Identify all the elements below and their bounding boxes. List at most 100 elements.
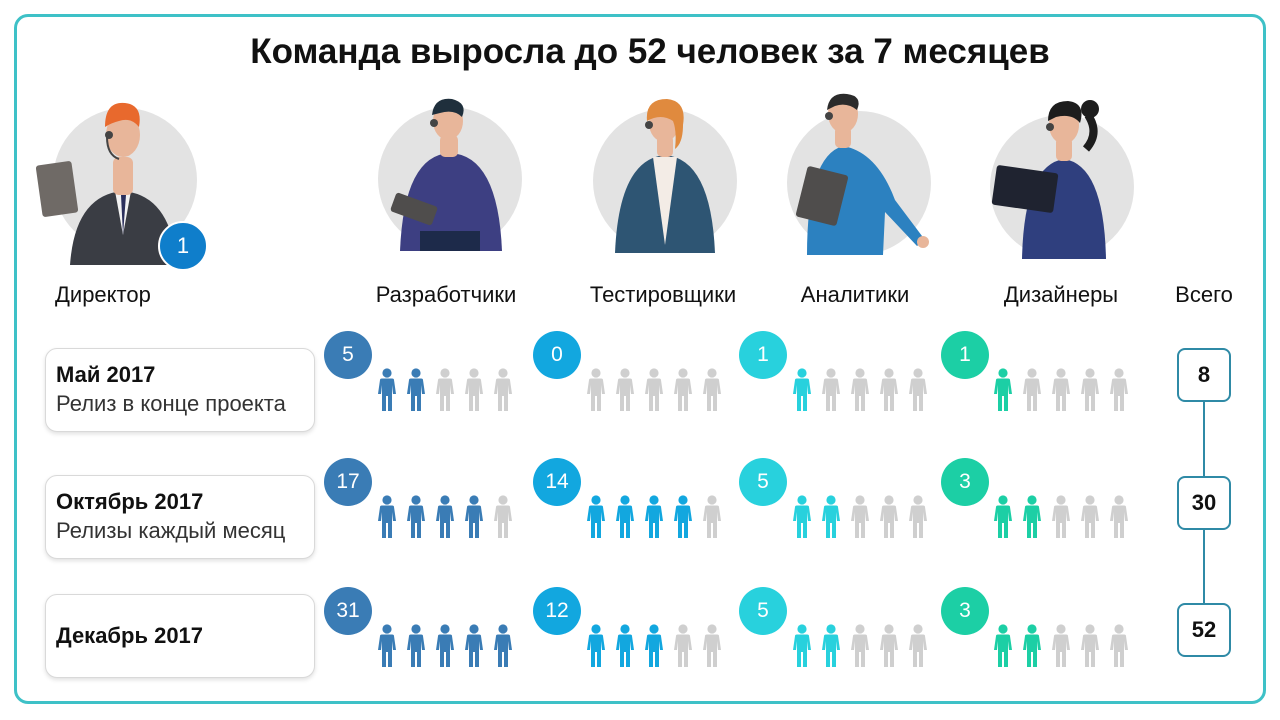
total-box: 52: [1177, 603, 1231, 657]
person-icon: [850, 368, 870, 412]
people-pictogram-designers: [993, 368, 1129, 412]
period-description: Релиз в конце проекта: [56, 391, 286, 416]
person-icon: [993, 368, 1013, 412]
people-pictogram-testers: [586, 624, 722, 668]
person-icon: [493, 495, 513, 539]
people-pictogram-analysts: [792, 495, 928, 539]
role-label-testers: Тестировщики: [589, 282, 737, 307]
people-pictogram-developers: [377, 495, 513, 539]
person-icon: [1051, 624, 1071, 668]
person-icon: [615, 624, 635, 668]
person-icon: [908, 624, 928, 668]
director-avatar-icon: [35, 95, 205, 265]
developer-avatar-icon: [370, 95, 530, 265]
person-icon: [908, 495, 928, 539]
person-icon: [1080, 368, 1100, 412]
person-icon: [792, 624, 812, 668]
role-label-developers: Разработчики: [375, 282, 517, 307]
person-icon: [464, 368, 484, 412]
people-pictogram-developers: [377, 368, 513, 412]
person-icon: [586, 495, 606, 539]
person-icon: [1051, 495, 1071, 539]
person-icon: [644, 624, 664, 668]
count-badge-analysts: 5: [739, 458, 787, 506]
count-badge-designers: 3: [941, 458, 989, 506]
count-badge-analysts: 5: [739, 587, 787, 635]
person-icon: [821, 495, 841, 539]
person-icon: [615, 368, 635, 412]
person-icon: [1109, 368, 1129, 412]
person-icon: [464, 624, 484, 668]
person-icon: [702, 368, 722, 412]
count-badge-developers: 5: [324, 331, 372, 379]
person-icon: [493, 368, 513, 412]
person-icon: [879, 495, 899, 539]
count-badge-developers: 17: [324, 458, 372, 506]
director-label: Директор: [55, 282, 151, 307]
count-badge-testers: 0: [533, 331, 581, 379]
person-icon: [464, 495, 484, 539]
period-card-december-2017: Декабрь 2017: [45, 594, 315, 678]
person-icon: [1022, 624, 1042, 668]
person-icon: [908, 368, 928, 412]
person-icon: [850, 495, 870, 539]
person-icon: [377, 368, 397, 412]
person-icon: [406, 495, 426, 539]
people-pictogram-testers: [586, 368, 722, 412]
person-icon: [406, 368, 426, 412]
person-icon: [673, 624, 693, 668]
person-icon: [993, 495, 1013, 539]
period-description: Релизы каждый месяц: [56, 518, 286, 543]
person-icon: [1051, 368, 1071, 412]
person-icon: [879, 368, 899, 412]
tester-avatar-icon: [585, 95, 745, 265]
person-icon: [586, 624, 606, 668]
period-date: Октябрь 2017: [56, 489, 204, 514]
people-pictogram-designers: [993, 624, 1129, 668]
director-count-badge: 1: [158, 221, 208, 271]
person-icon: [702, 624, 722, 668]
person-icon: [792, 495, 812, 539]
person-icon: [435, 368, 455, 412]
person-icon: [673, 495, 693, 539]
total-box: 8: [1177, 348, 1231, 402]
person-icon: [1080, 495, 1100, 539]
person-icon: [493, 624, 513, 668]
person-icon: [1022, 495, 1042, 539]
people-pictogram-designers: [993, 495, 1129, 539]
role-label-analysts: Аналитики: [800, 282, 910, 307]
person-icon: [879, 624, 899, 668]
role-label-designers: Дизайнеры: [1003, 282, 1119, 307]
person-icon: [435, 624, 455, 668]
total-box: 30: [1177, 476, 1231, 530]
people-pictogram-analysts: [792, 368, 928, 412]
people-pictogram-developers: [377, 624, 513, 668]
person-icon: [673, 368, 693, 412]
person-icon: [821, 368, 841, 412]
count-badge-testers: 12: [533, 587, 581, 635]
person-icon: [850, 624, 870, 668]
analyst-avatar-icon: [777, 90, 942, 265]
person-icon: [377, 624, 397, 668]
person-icon: [644, 495, 664, 539]
designer-avatar-icon: [982, 93, 1147, 268]
person-icon: [821, 624, 841, 668]
person-icon: [792, 368, 812, 412]
person-icon: [377, 495, 397, 539]
person-icon: [993, 624, 1013, 668]
people-pictogram-analysts: [792, 624, 928, 668]
total-label: Всего: [1175, 282, 1233, 307]
count-badge-testers: 14: [533, 458, 581, 506]
person-icon: [1109, 495, 1129, 539]
person-icon: [702, 495, 722, 539]
person-icon: [1109, 624, 1129, 668]
period-date: Май 2017: [56, 362, 156, 387]
person-icon: [615, 495, 635, 539]
person-icon: [586, 368, 606, 412]
count-badge-developers: 31: [324, 587, 372, 635]
person-icon: [644, 368, 664, 412]
person-icon: [1080, 624, 1100, 668]
period-card-october-2017: Октябрь 2017 Релизы каждый месяц: [45, 475, 315, 559]
person-icon: [406, 624, 426, 668]
count-badge-analysts: 1: [739, 331, 787, 379]
